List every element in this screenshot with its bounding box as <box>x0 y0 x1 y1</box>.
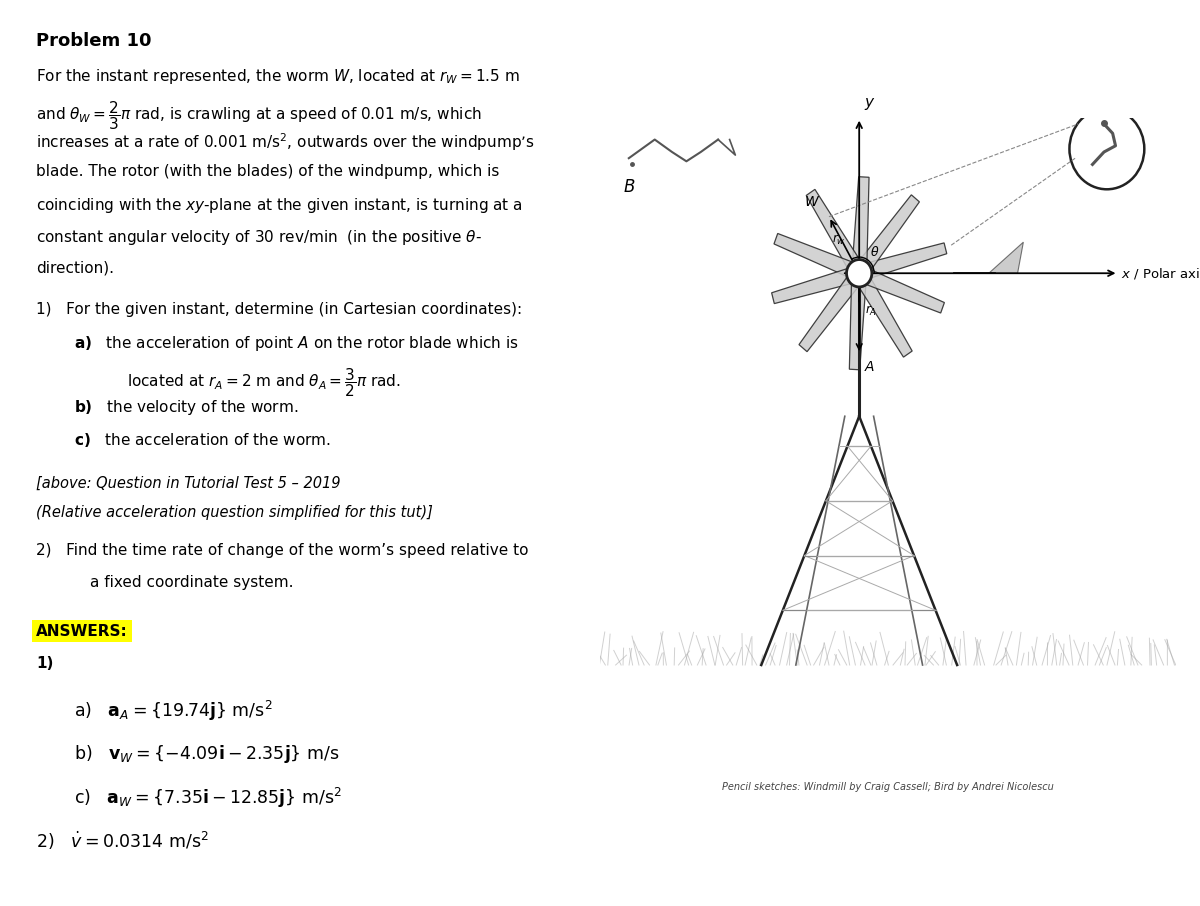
Text: increases at a rate of 0.001 m/s$^2$, outwards over the windpump’s: increases at a rate of 0.001 m/s$^2$, ou… <box>36 131 535 153</box>
Circle shape <box>846 259 872 287</box>
Text: blade. The rotor (with the blades) of the windpump, which is: blade. The rotor (with the blades) of th… <box>36 164 499 178</box>
Polygon shape <box>853 195 919 278</box>
Text: $\theta$: $\theta$ <box>870 245 878 259</box>
Text: $W$: $W$ <box>804 195 821 209</box>
Polygon shape <box>850 273 866 370</box>
Text: $B$: $B$ <box>623 178 636 197</box>
Text: b)   $\mathbf{v}_W = \{-4.09\mathbf{i} - 2.35\mathbf{j}\}$ m/s: b) $\mathbf{v}_W = \{-4.09\mathbf{i} - 2… <box>74 743 340 765</box>
Polygon shape <box>772 265 862 304</box>
Text: Pencil sketches: Windmill by Craig Cassell; Bird by Andrei Nicolescu: Pencil sketches: Windmill by Craig Casse… <box>722 783 1054 793</box>
Polygon shape <box>852 177 869 274</box>
Text: $x$ / Polar axis: $x$ / Polar axis <box>1121 265 1200 281</box>
Text: 1)   For the given instant, determine (in Cartesian coordinates):: 1) For the given instant, determine (in … <box>36 302 522 317</box>
Text: and $\theta_W = \dfrac{2}{3}\pi$ rad, is crawling at a speed of 0.01 m/s, which: and $\theta_W = \dfrac{2}{3}\pi$ rad, is… <box>36 100 481 132</box>
Text: $\mathbf{b)}$   the velocity of the worm.: $\mathbf{b)}$ the velocity of the worm. <box>74 399 299 418</box>
Text: $A$: $A$ <box>864 361 875 374</box>
Text: $\mathbf{c)}$   the acceleration of the worm.: $\mathbf{c)}$ the acceleration of the wo… <box>74 430 331 448</box>
Polygon shape <box>989 242 1024 274</box>
Polygon shape <box>857 243 947 281</box>
Text: [above: Question in Tutorial Test 5 – 2019: [above: Question in Tutorial Test 5 – 20… <box>36 476 341 490</box>
Text: 2)   Find the time rate of change of the worm’s speed relative to: 2) Find the time rate of change of the w… <box>36 543 528 558</box>
Polygon shape <box>799 268 865 352</box>
Text: a fixed coordinate system.: a fixed coordinate system. <box>90 575 294 591</box>
Polygon shape <box>774 234 862 281</box>
Text: coinciding with the $xy$-plane at the given instant, is turning at a: coinciding with the $xy$-plane at the gi… <box>36 196 523 215</box>
Text: (Relative acceleration question simplified for this tut)]: (Relative acceleration question simplifi… <box>36 505 433 519</box>
Text: a)   $\mathbf{a}_A = \{19.74\mathbf{j}\}$ m/s$^2$: a) $\mathbf{a}_A = \{19.74\mathbf{j}\}$ … <box>74 699 272 723</box>
Text: located at $r_A = 2$ m and $\theta_A = \dfrac{3}{2}\pi$ rad.: located at $r_A = 2$ m and $\theta_A = \… <box>127 366 401 399</box>
Polygon shape <box>806 189 865 277</box>
Text: $r_w$: $r_w$ <box>832 233 846 247</box>
Text: 1): 1) <box>36 656 53 670</box>
Text: direction).: direction). <box>36 260 114 275</box>
Text: c)   $\mathbf{a}_W = \{7.35\mathbf{i} - 12.85\mathbf{j}\}$ m/s$^2$: c) $\mathbf{a}_W = \{7.35\mathbf{i} - 12… <box>74 786 342 810</box>
Text: For the instant represented, the worm $W$, located at $r_W = 1.5$ m: For the instant represented, the worm $W… <box>36 67 520 86</box>
Text: $\mathbf{a)}$   the acceleration of point $A$ on the rotor blade which is: $\mathbf{a)}$ the acceleration of point … <box>74 334 520 353</box>
Text: 2)   $\dot{v} = 0.0314$ m/s$^2$: 2) $\dot{v} = 0.0314$ m/s$^2$ <box>36 830 209 852</box>
Polygon shape <box>857 265 944 313</box>
Text: $r_A$: $r_A$ <box>865 304 877 318</box>
Text: Problem 10: Problem 10 <box>36 32 151 50</box>
Text: constant angular velocity of 30 rev/min  (in the positive $\theta$-: constant angular velocity of 30 rev/min … <box>36 228 482 247</box>
Text: ANSWERS:: ANSWERS: <box>36 623 127 639</box>
Polygon shape <box>853 269 912 357</box>
Text: $y$: $y$ <box>864 95 875 111</box>
